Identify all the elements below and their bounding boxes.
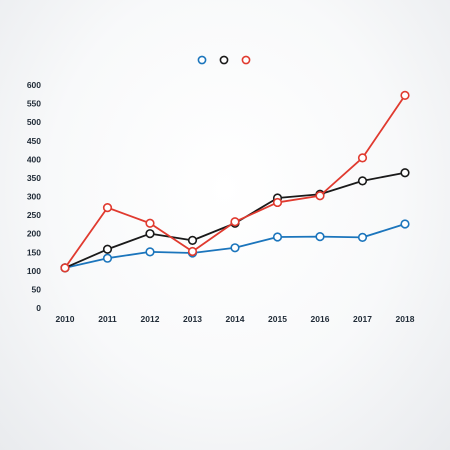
x-tick-label: 2015 (268, 314, 287, 324)
x-tick-label: 2013 (183, 314, 202, 324)
series-line (64, 94, 406, 269)
y-tick-label: 450 (27, 136, 41, 146)
data-point (272, 232, 283, 242)
data-point (230, 217, 240, 227)
legend-marker (219, 55, 229, 65)
data-point (230, 243, 240, 253)
y-tick-label: 250 (27, 210, 41, 220)
x-axis-tick-labels: 2010 2011 2012 2013 2014 2015 2016 2017 2018 (56, 314, 415, 324)
x-tick-label: 2014 (226, 314, 245, 324)
data-point (102, 203, 113, 213)
data-point (145, 247, 155, 257)
legend (197, 55, 251, 65)
y-tick-label: 150 (27, 247, 41, 257)
series-layer (60, 90, 410, 273)
x-tick-label: 2012 (141, 314, 160, 324)
x-tick-label: 2016 (311, 314, 330, 324)
data-point (357, 176, 368, 186)
legend-marker (241, 55, 251, 65)
series-1 (60, 219, 410, 273)
data-point (315, 191, 325, 201)
x-tick-label: 2017 (353, 314, 372, 324)
x-tick-label: 2018 (396, 314, 415, 324)
data-point (400, 90, 410, 101)
y-tick-label: 200 (27, 229, 41, 239)
y-tick-label: 100 (27, 266, 41, 276)
y-tick-label: 500 (27, 117, 41, 127)
data-point (102, 253, 113, 263)
data-point (187, 235, 198, 245)
y-tick-label: 0 (36, 303, 41, 313)
data-point (400, 168, 410, 178)
y-tick-label: 50 (32, 284, 42, 294)
data-point (400, 219, 410, 229)
y-tick-label: 300 (27, 192, 41, 202)
data-point (357, 232, 368, 242)
data-point (102, 244, 113, 254)
data-point (187, 246, 198, 257)
x-tick-label: 2010 (56, 314, 75, 324)
y-tick-label: 550 (27, 99, 41, 109)
x-tick-label: 2011 (98, 314, 117, 324)
y-tick-label: 600 (27, 80, 41, 90)
data-point (145, 229, 155, 239)
legend-marker (197, 55, 207, 65)
data-point (145, 218, 155, 228)
data-point (315, 232, 325, 242)
y-tick-label: 400 (27, 154, 41, 164)
y-axis-tick-labels: 0 50 100 150 200 250 300 350 400 450 500 550 600 (27, 80, 41, 313)
y-tick-label: 350 (27, 173, 41, 183)
data-point (272, 197, 283, 208)
series-3 (60, 90, 410, 273)
data-point (357, 153, 368, 163)
data-point (60, 263, 70, 273)
